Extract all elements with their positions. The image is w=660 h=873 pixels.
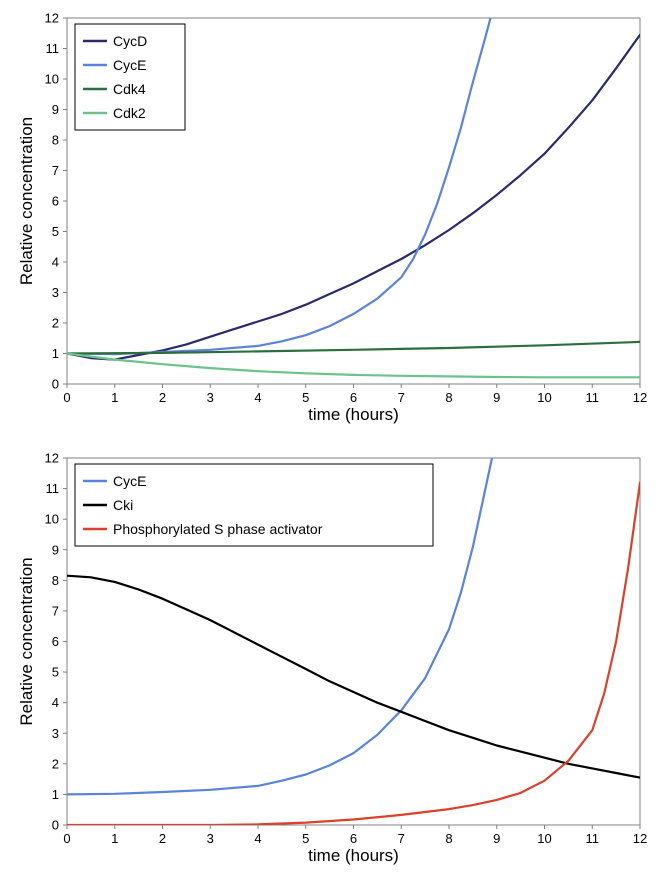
y-tick-label: 12 (45, 11, 59, 26)
x-tick-label: 3 (207, 831, 214, 846)
series-line-cyce (67, 458, 494, 796)
y-tick-label: 11 (46, 481, 60, 496)
x-tick-label: 2 (159, 390, 166, 405)
legend-label: Cki (113, 497, 133, 513)
y-tick-label: 9 (52, 542, 59, 557)
y-tick-label: 1 (52, 346, 59, 361)
y-tick-label: 7 (52, 163, 59, 178)
y-tick-label: 2 (52, 756, 59, 771)
x-tick-label: 4 (254, 390, 261, 405)
y-tick-label: 11 (46, 41, 60, 56)
x-tick-label: 6 (350, 390, 357, 405)
series-line-cyce (67, 18, 492, 356)
x-tick-label: 8 (445, 390, 452, 405)
y-tick-label: 6 (52, 194, 59, 209)
y-tick-label: 6 (52, 634, 59, 649)
x-tick-label: 12 (633, 831, 647, 846)
legend-label: CycD (113, 33, 147, 49)
x-tick-label: 12 (633, 390, 647, 405)
y-tick-label: 12 (45, 451, 59, 466)
y-axis-label: Relative concentration (17, 557, 36, 725)
x-tick-label: 10 (537, 390, 551, 405)
x-tick-label: 2 (159, 831, 166, 846)
x-tick-label: 9 (493, 831, 500, 846)
x-tick-label: 11 (586, 831, 600, 846)
x-tick-label: 7 (398, 390, 405, 405)
y-tick-label: 4 (52, 695, 59, 710)
x-axis-label: time (hours) (308, 846, 399, 865)
y-tick-label: 10 (45, 72, 59, 87)
series-line-cycd (67, 33, 640, 361)
x-tick-label: 0 (63, 390, 70, 405)
series-line-phosphorylated-s-phase-activator (67, 481, 640, 825)
y-tick-label: 10 (45, 512, 59, 527)
legend-label: Cdk2 (113, 105, 146, 121)
x-tick-label: 3 (207, 390, 214, 405)
y-tick-label: 7 (52, 603, 59, 618)
legend-label: CycE (113, 57, 146, 73)
x-axis-label: time (hours) (308, 405, 399, 424)
x-tick-label: 1 (111, 831, 118, 846)
series-line-cdk2 (67, 352, 640, 379)
y-tick-label: 8 (52, 133, 59, 148)
x-tick-label: 4 (254, 831, 261, 846)
y-tick-label: 3 (52, 285, 59, 300)
series-line-cdk4 (67, 340, 640, 355)
x-tick-label: 8 (445, 831, 452, 846)
y-tick-label: 5 (52, 665, 59, 680)
y-tick-label: 8 (52, 573, 59, 588)
legend-label: CycE (113, 473, 146, 489)
x-tick-label: 7 (398, 831, 405, 846)
y-axis-label: Relative concentration (17, 117, 36, 285)
legend-label: Cdk4 (113, 81, 146, 97)
y-tick-label: 3 (52, 726, 59, 741)
x-tick-label: 0 (63, 831, 70, 846)
x-tick-label: 9 (493, 390, 500, 405)
series-line-cki (67, 574, 640, 779)
x-tick-label: 1 (111, 390, 118, 405)
x-tick-label: 5 (302, 390, 309, 405)
x-tick-label: 6 (350, 831, 357, 846)
x-tick-label: 5 (302, 831, 309, 846)
y-tick-label: 2 (52, 316, 59, 331)
y-tick-label: 0 (52, 377, 59, 392)
y-tick-label: 1 (52, 787, 59, 802)
x-tick-label: 11 (586, 390, 600, 405)
y-tick-label: 0 (52, 818, 59, 833)
y-tick-label: 9 (52, 102, 59, 117)
legend-box (74, 463, 434, 547)
y-tick-label: 5 (52, 224, 59, 239)
x-tick-label: 10 (537, 831, 551, 846)
legend-label: Phosphorylated S phase activator (113, 521, 323, 537)
y-tick-label: 4 (52, 255, 59, 270)
